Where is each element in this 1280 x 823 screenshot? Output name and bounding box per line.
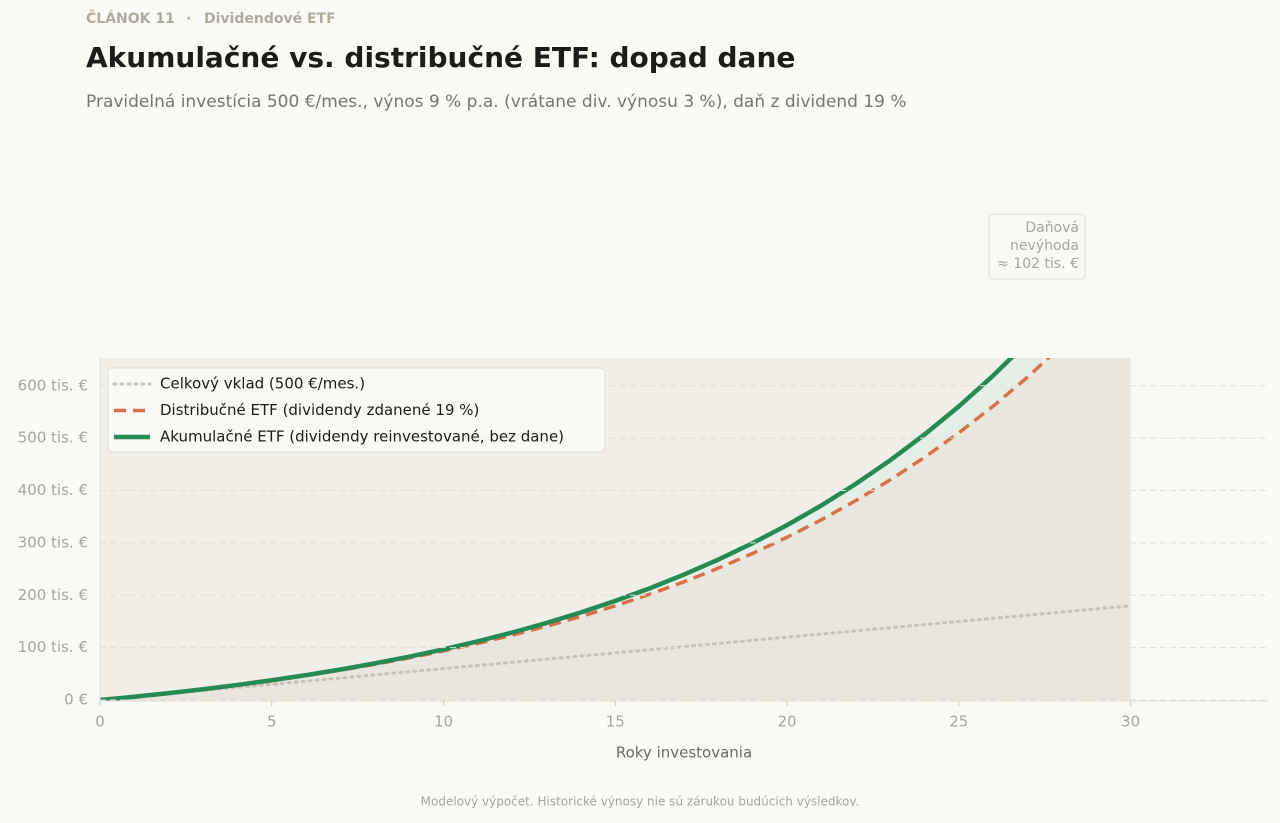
annotation-text: nevýhoda	[1010, 238, 1079, 254]
x-tick-label: 30	[1121, 713, 1140, 731]
separator: ·	[186, 11, 191, 27]
legend-box	[107, 367, 606, 453]
footer-note: Modelový výpočet. Historické výnosy nie …	[421, 795, 860, 809]
x-tick-label: 25	[949, 713, 968, 731]
x-tick-label: 5	[267, 713, 277, 731]
clip-group	[100, 358, 1133, 701]
kicker: ČLÁNOK 11	[86, 9, 175, 27]
x-tick-label: 10	[434, 713, 453, 731]
y-tick-label: 0 €	[64, 691, 88, 709]
chart-title: Akumulačné vs. distribučné ETF: dopad da…	[86, 41, 795, 74]
legend-label: Celkový vklad (500 €/mes.)	[160, 375, 365, 393]
legend-label: Akumulačné ETF (dividendy reinvestované,…	[160, 428, 564, 446]
area-distributive	[100, 358, 1131, 700]
annotation-box	[988, 213, 1086, 280]
chart-subtitle: Pravidelná investícia 500 €/mes., výnos …	[86, 92, 907, 112]
y-tick-label: 300 tis. €	[18, 533, 88, 551]
y-tick-label: 600 tis. €	[18, 376, 88, 394]
y-tick-label: 500 tis. €	[18, 429, 88, 447]
line-series	[100, 358, 1015, 701]
y-tick-label: 100 tis. €	[18, 638, 88, 656]
line-series	[100, 604, 1133, 701]
x-axis-label: Roky investovania	[616, 744, 752, 762]
y-tick-label: 200 tis. €	[18, 586, 88, 604]
annotation-text: Daňová	[1025, 220, 1079, 236]
x-tick-label: 0	[95, 713, 105, 731]
annotation-text: ≈ 102 tis. €	[997, 256, 1079, 272]
legend-label: Distribučné ETF (dividendy zdanené 19 %)	[160, 401, 479, 419]
x-tick-label: 20	[778, 713, 797, 731]
y-tick-label: 400 tis. €	[18, 481, 88, 499]
section: Dividendové ETF	[204, 11, 336, 27]
x-tick-label: 15	[606, 713, 625, 731]
